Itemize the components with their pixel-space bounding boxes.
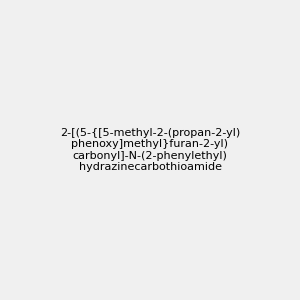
Text: 2-[(5-{[5-methyl-2-(propan-2-yl)
phenoxy]methyl}furan-2-yl)
carbonyl]-N-(2-pheny: 2-[(5-{[5-methyl-2-(propan-2-yl) phenoxy… <box>60 128 240 172</box>
